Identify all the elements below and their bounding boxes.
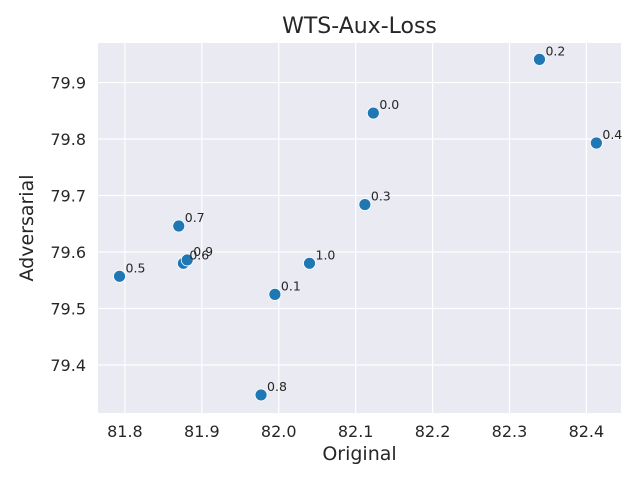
point-label: 0.0 (379, 97, 399, 112)
point-label: 0.1 (281, 278, 301, 293)
plot-area (98, 43, 621, 413)
point-label: 1.0 (316, 247, 336, 262)
x-tick-label: 81.9 (184, 422, 220, 441)
y-tick-label: 79.4 (50, 356, 86, 375)
y-tick-label: 79.7 (50, 187, 86, 206)
x-tick-label: 82.1 (338, 422, 374, 441)
point-label: 0.9 (193, 244, 213, 259)
y-tick-label: 79.5 (50, 299, 86, 318)
x-tick-label: 82.3 (492, 422, 528, 441)
data-point (180, 253, 194, 267)
y-tick-label: 79.8 (50, 130, 86, 149)
data-point (172, 219, 186, 233)
y-tick-label: 79.9 (50, 74, 86, 93)
point-label: 0.8 (267, 379, 287, 394)
x-tick-label: 82.2 (415, 422, 451, 441)
y-tick-label: 79.6 (50, 243, 86, 262)
data-point (366, 106, 380, 120)
x-tick-label: 81.8 (107, 422, 143, 441)
data-point (358, 198, 372, 211)
point-label: 0.3 (371, 189, 391, 204)
data-point (113, 269, 126, 283)
chart-title: WTS-Aux-Loss (282, 14, 437, 39)
y-axis-ticks: 79.4 79.5 79.6 79.7 79.8 79.9 (50, 74, 86, 375)
point-label: 0.6 (189, 247, 209, 262)
y-axis-label: Adversarial (16, 174, 38, 281)
x-tick-label: 82.0 (261, 422, 297, 441)
point-labels: 0.0 0.1 0.2 0.3 0.4 0.5 0.6 0.7 0.8 0.9 1.0 (126, 43, 623, 394)
point-label: 0.5 (126, 260, 146, 275)
point-label: 0.4 (602, 127, 622, 142)
data-point (268, 287, 282, 301)
x-axis-label: Original (322, 443, 396, 465)
data-point (303, 256, 316, 270)
data-points (113, 52, 603, 402)
point-label: 0.2 (545, 43, 565, 58)
data-point (254, 388, 268, 402)
grid-lines (98, 43, 621, 413)
point-label: 0.7 (185, 210, 205, 225)
x-tick-label: 82.4 (569, 422, 605, 441)
data-point (589, 136, 603, 150)
data-point (533, 52, 546, 66)
x-axis-ticks: 81.8 81.9 82.0 82.1 82.2 82.3 82.4 (107, 422, 604, 441)
